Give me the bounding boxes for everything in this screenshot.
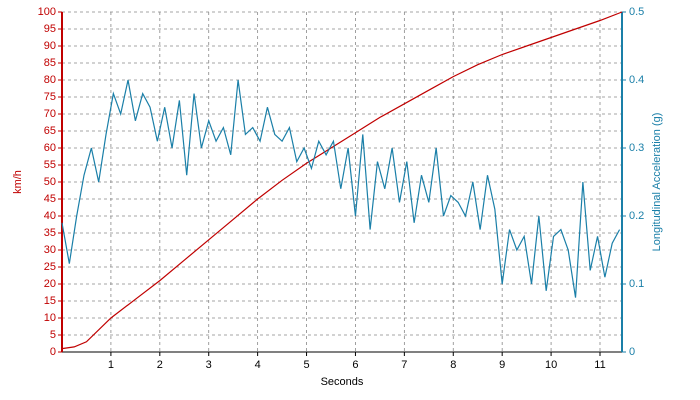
y2-tick-label: 0: [629, 346, 635, 358]
y-tick-label: 0: [50, 346, 56, 358]
y-tick-label: 25: [44, 261, 56, 273]
y-tick-label: 55: [44, 159, 56, 171]
x-tick-label: 1: [108, 359, 114, 371]
y-tick-label: 5: [50, 329, 56, 341]
x-tick-label: 6: [352, 359, 358, 371]
x-tick-label: 9: [499, 359, 505, 371]
x-tick-label: 10: [545, 359, 557, 371]
y-tick-label: 40: [44, 210, 56, 222]
y2-tick-label: 0.5: [629, 6, 644, 18]
y-axis-label: km/h: [12, 170, 24, 194]
y-tick-label: 50: [44, 176, 56, 188]
y2-tick-label: 0.1: [629, 278, 644, 290]
y-tick-label: 15: [44, 295, 56, 307]
x-tick-label: 2: [157, 359, 163, 371]
y-tick-label: 80: [44, 74, 56, 86]
y-tick-label: 95: [44, 23, 56, 35]
y2-axis-label: Longitudinal Acceleration (g): [651, 113, 663, 252]
y-tick-label: 70: [44, 108, 56, 120]
y2-tick-label: 0.2: [629, 210, 644, 222]
x-axis-label: Seconds: [321, 376, 364, 388]
y-tick-label: 90: [44, 40, 56, 52]
x-tick-label: 7: [401, 359, 407, 371]
y-tick-label: 65: [44, 125, 56, 137]
y-tick-label: 85: [44, 57, 56, 69]
x-tick-label: 11: [594, 359, 605, 371]
y-tick-label: 45: [44, 193, 56, 205]
y-tick-label: 75: [44, 91, 56, 103]
x-tick-label: 8: [450, 359, 456, 371]
y-tick-label: 20: [44, 278, 56, 290]
series-line: [61, 11, 623, 350]
series-line: [61, 79, 621, 298]
x-tick-label: 4: [255, 359, 261, 371]
y-tick-label: 35: [44, 227, 56, 239]
y-tick-label: 30: [44, 244, 56, 256]
x-tick-label: 5: [303, 359, 309, 371]
y2-tick-label: 0.4: [629, 74, 644, 86]
x-tick-label: 3: [206, 359, 212, 371]
y-tick-label: 100: [38, 6, 56, 18]
y2-tick-label: 0.3: [629, 142, 644, 154]
y-tick-label: 60: [44, 142, 56, 154]
y-tick-label: 10: [44, 312, 56, 324]
